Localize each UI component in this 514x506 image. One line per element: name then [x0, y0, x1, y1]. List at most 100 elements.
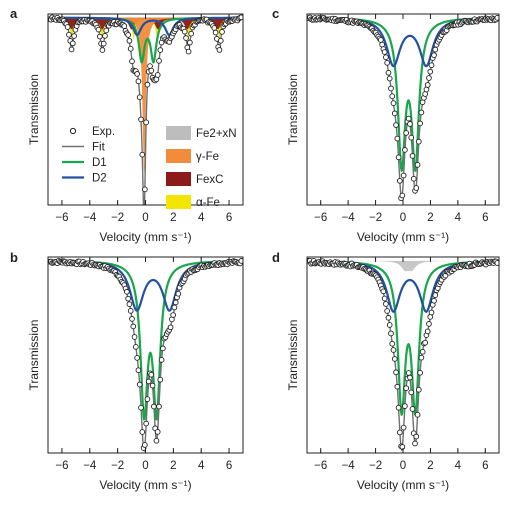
data-point [417, 120, 423, 127]
legend-label-gammafe: γ-Fe [196, 151, 219, 163]
legend-item-fe2xn: Fe2+xN [166, 126, 237, 140]
data-point [175, 290, 182, 297]
data-point [395, 154, 402, 161]
data-point [389, 93, 396, 100]
data-point [394, 135, 401, 142]
data-point [144, 396, 151, 402]
x-tick-label: 6 [226, 460, 232, 472]
legend-label-d1: D1 [92, 157, 107, 169]
data-point [126, 37, 133, 44]
data-point [381, 49, 388, 55]
data-point [188, 30, 195, 37]
data-point [172, 299, 179, 306]
legend-label-fe2xn: Fe2+xN [196, 128, 237, 140]
data-point [415, 138, 422, 145]
data-point [154, 429, 161, 435]
legend-item-d1: D1 [62, 157, 107, 169]
data-point [423, 86, 430, 93]
data-point [390, 100, 397, 106]
x-tick-label: 4 [455, 212, 462, 224]
data-point [151, 403, 157, 410]
data-point [399, 192, 406, 199]
data-point [216, 47, 223, 53]
data-point [383, 301, 389, 307]
data-point [412, 440, 418, 447]
data-point [390, 347, 397, 353]
data-point [156, 57, 162, 64]
y-axis-label: Transmission [286, 320, 300, 391]
data-point [393, 122, 399, 128]
x-tick-label: −6 [55, 212, 68, 224]
x-tick-label: 6 [226, 212, 232, 224]
line-fit [307, 17, 499, 200]
data-point [71, 33, 77, 39]
data-point [171, 304, 178, 311]
x-tick-label: −4 [342, 212, 356, 224]
data-point [391, 356, 398, 362]
line-D2 [307, 16, 499, 68]
data-point [384, 59, 391, 66]
x-tick-label: 4 [198, 212, 205, 224]
data-point [402, 403, 408, 409]
panel-c: −6 −4 −2 0 2 4 6 Velocity (mm s⁻¹) Transmission c [272, 6, 500, 244]
data-point [181, 28, 188, 35]
data-point [410, 175, 417, 182]
data-point [126, 301, 133, 308]
data-point [380, 288, 387, 295]
x-tick-label: 4 [198, 460, 205, 472]
data-point [64, 24, 71, 30]
x-tick-label: 2 [427, 460, 433, 472]
data-point [413, 433, 420, 440]
data-point [121, 23, 128, 29]
x-tick-label: −2 [111, 460, 124, 472]
x-tick-label: −6 [314, 460, 327, 472]
panel-d: −6 −4 −2 0 2 4 6 Velocity (mm s⁻¹) Transmission d [272, 250, 500, 492]
x-tick-label: −4 [83, 460, 97, 472]
data-point [238, 14, 243, 21]
data-point [142, 186, 148, 193]
data-point [125, 295, 131, 302]
legend-item-fexc: FexC [166, 172, 223, 186]
legend-patch-gammafe [166, 149, 191, 163]
data-point [399, 444, 406, 450]
data-point [385, 69, 392, 76]
data-point [409, 153, 416, 159]
data-point [494, 15, 499, 21]
plot-area [307, 257, 499, 452]
data-point [69, 40, 76, 47]
data-point [134, 71, 140, 77]
plot-area [48, 14, 243, 205]
data-point [153, 437, 160, 444]
legend-patch-fe2xn [166, 126, 191, 140]
legend: Exp. Fit D1 D2 Fe2+xN γ-Fe FexC α-Fe [62, 126, 237, 209]
data-point [384, 308, 391, 314]
data-point [139, 151, 146, 158]
data-point [426, 321, 432, 327]
data-point [135, 367, 142, 374]
data-point [386, 322, 393, 328]
data-point [407, 374, 413, 381]
line-D2 [48, 260, 243, 312]
legend-item-d2: D2 [62, 173, 107, 185]
y-axis-label: Transmission [27, 320, 41, 391]
y-axis-label: Transmission [286, 74, 300, 145]
data-point [138, 404, 144, 411]
plot-area [48, 257, 243, 453]
data-point [139, 429, 146, 435]
data-point [388, 85, 394, 92]
data-point [238, 258, 243, 264]
data-point [143, 420, 149, 427]
x-tick-label: −2 [369, 212, 382, 224]
panel-letter: b [10, 250, 18, 265]
x-axis-label: Velocity (mm s⁻¹) [99, 230, 191, 244]
data-point [418, 354, 425, 361]
data-point [402, 147, 408, 153]
data-point [393, 369, 399, 376]
panel-b: −6 −4 −2 0 2 4 6 Velocity (mm s⁻¹) Transmission b [10, 250, 244, 492]
data-point [156, 403, 162, 410]
legend-item-fit: Fit [62, 142, 106, 154]
data-point [135, 78, 142, 85]
x-tick-label: 0 [400, 212, 406, 224]
data-point [431, 52, 437, 58]
data-point [144, 81, 151, 88]
